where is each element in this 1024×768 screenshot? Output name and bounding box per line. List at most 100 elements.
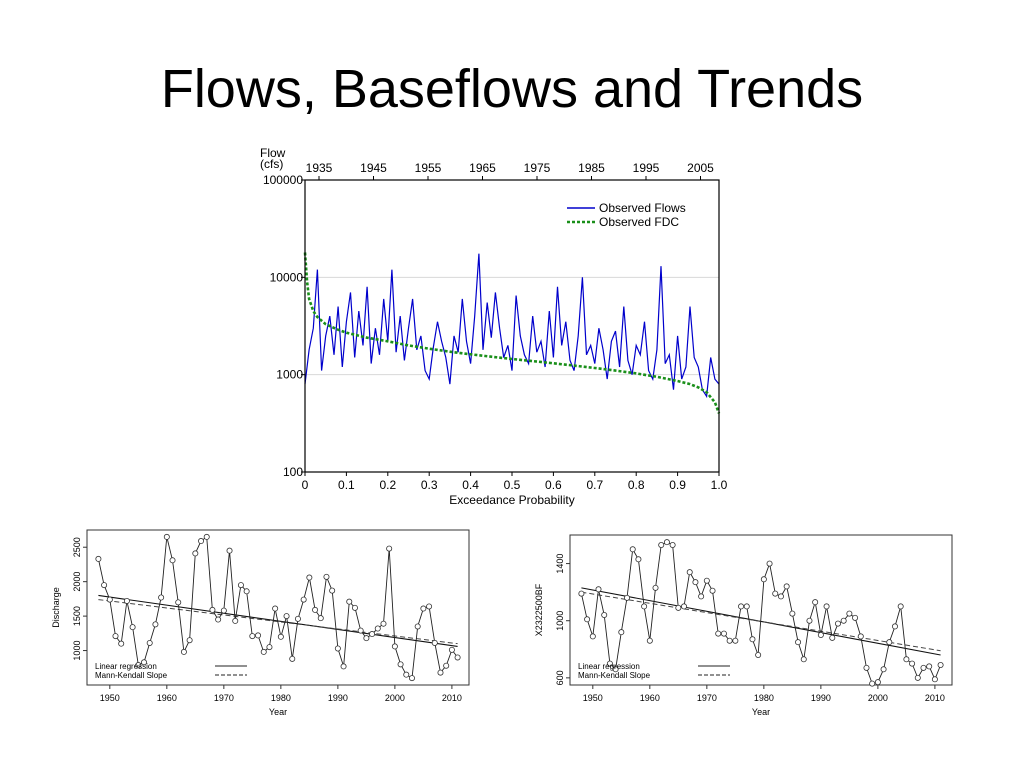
data-point — [663, 539, 670, 546]
data-point — [652, 584, 659, 591]
mann-kendall-line — [581, 591, 941, 652]
data-point — [334, 645, 341, 652]
x-tick-label: 2010 — [442, 693, 462, 703]
top-tick-label: 1985 — [578, 161, 605, 175]
data-point — [135, 662, 142, 669]
x-tick-label: 1970 — [697, 693, 717, 703]
data-point — [260, 648, 267, 655]
x-tick-label: 1960 — [640, 693, 660, 703]
data-point — [146, 639, 153, 646]
data-point — [169, 557, 176, 564]
data-point — [738, 603, 745, 610]
data-point — [123, 597, 130, 604]
data-point — [675, 604, 682, 611]
legend-label: Mann-Kendall Slope — [95, 671, 168, 680]
data-point — [817, 632, 824, 639]
y-axis-label: Discharge — [51, 587, 61, 628]
data-point — [232, 617, 239, 624]
data-point — [391, 643, 398, 650]
x-tick-label: 1950 — [100, 693, 120, 703]
data-point — [760, 576, 767, 583]
data-point — [294, 615, 301, 622]
data-point — [357, 627, 364, 634]
data-point — [612, 666, 619, 673]
data-point — [329, 587, 336, 594]
data-point — [800, 656, 807, 663]
x-axis-label: Exceedance Probability — [449, 493, 574, 507]
data-point — [363, 635, 370, 642]
data-point — [186, 637, 193, 644]
data-point — [834, 620, 841, 627]
data-point — [112, 633, 119, 640]
x-tick-label: 0.4 — [462, 478, 479, 492]
top-tick-label: 2005 — [687, 161, 714, 175]
data-point — [840, 617, 847, 624]
x-tick-label: 0.3 — [421, 478, 438, 492]
data-point — [237, 582, 244, 589]
data-point — [578, 590, 585, 597]
data-point — [601, 612, 608, 619]
y-axis-label: Flow — [260, 146, 286, 160]
data-point — [698, 593, 705, 600]
data-point — [755, 652, 762, 659]
data-point — [869, 680, 876, 687]
data-point — [443, 662, 450, 669]
data-point — [289, 655, 296, 662]
data-point — [903, 656, 910, 663]
data-point — [732, 637, 739, 644]
data-point — [606, 660, 613, 667]
data-point — [897, 603, 904, 610]
data-point — [937, 661, 944, 668]
data-point — [249, 633, 256, 640]
y-tick-label: 600 — [555, 670, 565, 685]
data-point — [931, 676, 938, 683]
data-point — [863, 664, 870, 671]
data-point — [777, 593, 784, 600]
data-point — [891, 623, 898, 630]
observed-fdc-line — [303, 252, 721, 414]
data-point — [192, 550, 199, 557]
legend-label: Linear regression — [95, 662, 157, 671]
data-point — [641, 603, 648, 610]
top-tick-label: 1995 — [633, 161, 660, 175]
data-point — [101, 582, 108, 589]
data-point — [852, 614, 859, 621]
data-point — [635, 556, 642, 563]
data-point — [589, 633, 596, 640]
y-tick-label: 2500 — [72, 537, 82, 557]
y-tick-label: 1000 — [72, 641, 82, 661]
data-point — [317, 615, 324, 622]
data-point — [118, 640, 125, 647]
data-point — [243, 588, 250, 595]
x-tick-label: 0 — [302, 478, 309, 492]
y-tick-label: 1000 — [276, 368, 303, 382]
data-point — [584, 616, 591, 623]
data-point — [300, 596, 307, 603]
data-point — [95, 555, 102, 562]
data-point — [431, 639, 438, 646]
data-point — [692, 579, 699, 586]
data-point — [129, 624, 136, 631]
x-tick-label: 1990 — [811, 693, 831, 703]
top-tick-label: 1955 — [415, 161, 442, 175]
data-point — [180, 648, 187, 655]
data-point — [141, 659, 148, 666]
data-point — [408, 675, 415, 682]
data-point — [226, 547, 233, 554]
data-point — [749, 636, 756, 643]
legend-label: Mann-Kendall Slope — [578, 671, 651, 680]
legend-label: Observed Flows — [599, 201, 686, 215]
data-point — [203, 533, 210, 540]
data-point — [909, 660, 916, 667]
data-point — [772, 590, 779, 597]
data-point — [272, 605, 279, 612]
data-point — [374, 625, 381, 632]
y-tick-label: 1500 — [72, 606, 82, 626]
data-point — [880, 666, 887, 673]
data-point — [152, 621, 159, 628]
data-line — [97, 536, 458, 679]
data-point — [715, 630, 722, 637]
observed-flows-line — [304, 253, 720, 399]
data-point — [266, 644, 273, 651]
data-point — [795, 639, 802, 646]
